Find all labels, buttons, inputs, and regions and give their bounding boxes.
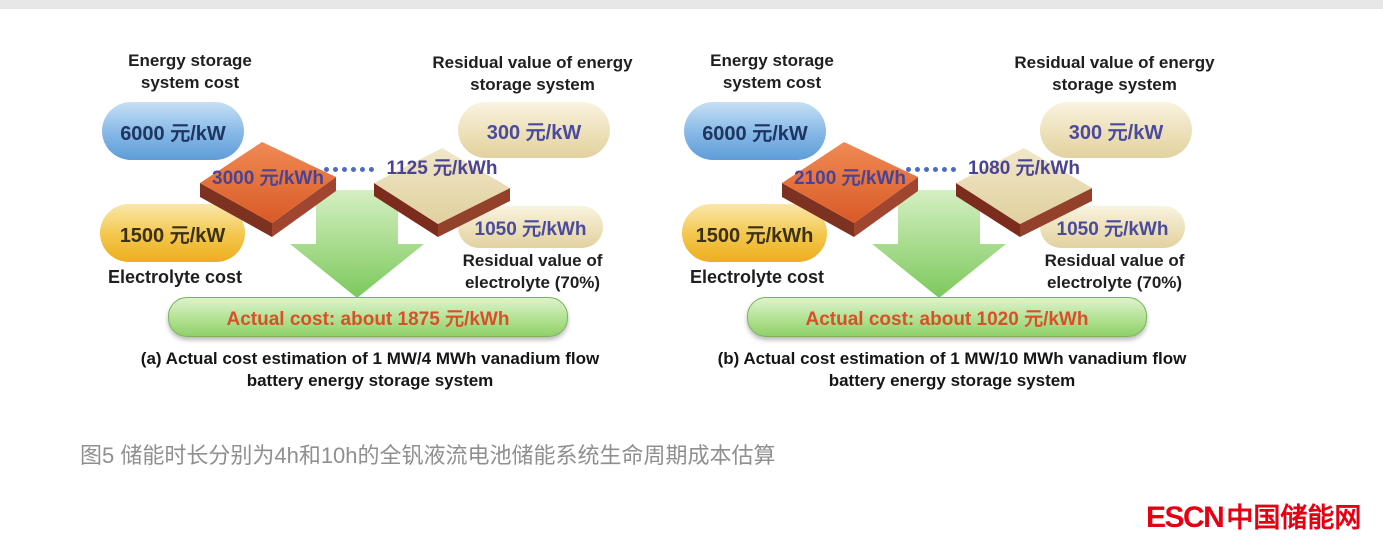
residual-electrolyte-label: Residual value of electrolyte (70%) xyxy=(462,251,603,292)
system-cost-diamond-value: 3000 元/kWh xyxy=(212,168,324,189)
escn-logo-zh: 中国储能网 xyxy=(1226,503,1362,533)
panel-b: Energy storage system cost 6000 元/kW Res… xyxy=(662,28,1242,428)
system-cost-diamond-icon: 2100 元/kWh xyxy=(780,136,920,240)
escn-logo: ESCN 中国储能网 xyxy=(1146,496,1361,535)
electrolyte-cost-pill: 1500 元/kWh xyxy=(682,204,827,262)
energy-storage-cost-pill: 6000 元/kW xyxy=(684,102,826,160)
top-divider-bar xyxy=(0,0,1383,9)
residual-diamond-icon: 1125 元/kWh xyxy=(372,142,512,240)
panel-caption: (b) Actual cost estimation of 1 MW/10 MW… xyxy=(717,349,1187,390)
residual-ess-pill: 300 元/kW xyxy=(1040,102,1192,158)
figure-caption: 图5 储能时长分别为4h和10h的全钒液流电池储能系统生命周期成本估算 xyxy=(80,443,776,468)
residual-diamond-value: 1080 元/kWh xyxy=(968,158,1080,179)
electrolyte-cost-pill: 1500 元/kW xyxy=(100,204,245,262)
electrolyte-cost-label: Electrolyte cost xyxy=(689,267,825,287)
residual-diamond-icon: 1080 元/kWh xyxy=(954,142,1094,240)
electrolyte-cost-label: Electrolyte cost xyxy=(107,267,243,287)
escn-logo-en: ESCN xyxy=(1146,501,1225,534)
system-cost-diamond-value: 2100 元/kWh xyxy=(794,168,906,189)
dotted-connector xyxy=(906,167,956,172)
panel-a: Energy storage system cost 6000 元/kW Res… xyxy=(80,28,660,428)
residual-electrolyte-pill: 1050 元/kWh xyxy=(1040,206,1185,248)
energy-storage-cost-label: Energy storage system cost xyxy=(710,51,834,92)
residual-electrolyte-pill: 1050 元/kWh xyxy=(458,206,603,248)
residual-ess-pill: 300 元/kW xyxy=(458,102,610,158)
down-arrow-icon xyxy=(288,190,426,300)
panel-caption: (a) Actual cost estimation of 1 MW/4 MWh… xyxy=(140,349,600,390)
residual-electrolyte-label: Residual value of electrolyte (70%) xyxy=(1044,251,1185,292)
actual-cost-pill: Actual cost: about 1020 元/kWh xyxy=(747,297,1147,337)
system-cost-diamond-icon: 3000 元/kWh xyxy=(198,136,338,240)
residual-diamond-value: 1125 元/kWh xyxy=(386,158,498,179)
energy-storage-cost-label: Energy storage system cost xyxy=(128,51,252,92)
down-arrow-icon xyxy=(870,190,1008,300)
dotted-connector xyxy=(324,167,374,172)
actual-cost-pill: Actual cost: about 1875 元/kWh xyxy=(168,297,568,337)
residual-ess-label: Residual value of energy storage system xyxy=(432,53,633,94)
energy-storage-cost-pill: 6000 元/kW xyxy=(102,102,244,160)
residual-ess-label: Residual value of energy storage system xyxy=(1014,53,1215,94)
